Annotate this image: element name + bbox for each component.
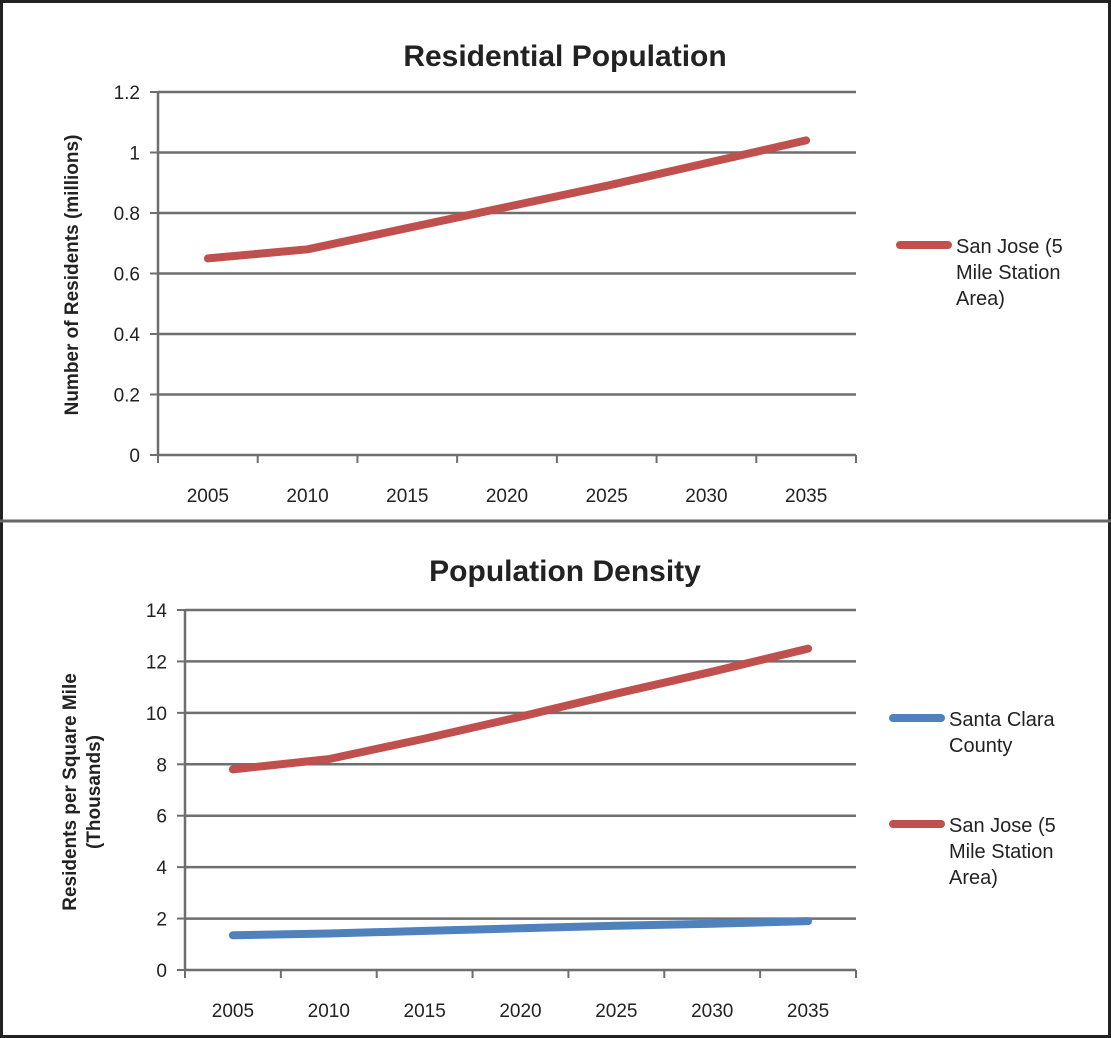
legend-label: San Jose (5 [956, 236, 1063, 258]
x-tick-label: 2035 [787, 1001, 829, 1022]
legend-label: County [949, 735, 1012, 757]
x-tick-label: 2005 [187, 486, 229, 507]
y-tick-label: 8 [156, 755, 167, 776]
y-tick-label: 0.4 [114, 325, 141, 346]
series-line [228, 917, 813, 940]
x-tick-label: 2020 [499, 1001, 541, 1022]
legend: Santa Clara County San Jose (5 Mile Station… [889, 709, 1056, 889]
chart-title: Population Density [429, 555, 701, 588]
y-axis-label: Number of Residents (millions) [62, 135, 83, 416]
y-tick-label: 1.2 [114, 83, 140, 104]
population-density-chart: Population Density Residents per Square … [60, 555, 1056, 1022]
y-tick-label: 0.2 [114, 386, 140, 407]
x-tick-label: 2015 [386, 486, 428, 507]
axes [177, 609, 857, 978]
y-tick-label: 2 [156, 910, 167, 931]
y-tick-label: 0 [129, 446, 140, 467]
series-lines [228, 644, 813, 940]
axes [150, 91, 857, 463]
y-tick-label: 0 [156, 961, 167, 982]
x-tick-label: 2015 [404, 1001, 446, 1022]
series-line [203, 136, 811, 263]
legend-label: Area) [956, 288, 1005, 310]
x-tick-label: 2025 [586, 486, 628, 507]
y-tick-label: 6 [156, 807, 167, 828]
y-tick-label: 0.8 [114, 204, 140, 225]
y-tick-label: 4 [156, 858, 167, 879]
x-tick-label: 2025 [595, 1001, 637, 1022]
legend-label: Mile Station [956, 262, 1061, 284]
x-tick-label: 2020 [486, 486, 528, 507]
y-tick-label: 12 [146, 652, 167, 673]
chart-title: Residential Population [403, 40, 726, 73]
tick-labels: 0 2 4 6 8 10 12 14 2005 2010 2015 2020 2025 2030 2035 [146, 601, 829, 1022]
y-tick-label: 1 [129, 144, 140, 165]
y-tick-label: 14 [146, 601, 168, 622]
x-tick-label: 2030 [685, 486, 727, 507]
series-lines [203, 136, 811, 263]
y-axis-label-line-1: Residents per Square Mile [60, 673, 81, 911]
legend-label: Area) [949, 867, 998, 889]
x-tick-label: 2005 [212, 1001, 254, 1022]
legend: San Jose (5 Mile Station Area) [896, 236, 1063, 310]
y-tick-label: 10 [146, 704, 167, 725]
x-tick-label: 2010 [286, 486, 328, 507]
legend-label: Santa Clara [949, 709, 1055, 731]
y-axis-label-line-2: (Thousands) [84, 735, 105, 849]
x-tick-label: 2035 [785, 486, 827, 507]
y-tick-label: 0.6 [114, 265, 140, 286]
legend-label: Mile Station [949, 841, 1054, 863]
legend-label: San Jose (5 [949, 815, 1056, 837]
x-tick-label: 2010 [308, 1001, 350, 1022]
series-line [228, 644, 813, 774]
tick-labels: 0 0.2 0.4 0.6 0.8 1 1.2 2005 2010 2015 2020 2025 203… [114, 83, 828, 507]
x-tick-label: 2030 [691, 1001, 733, 1022]
residential-population-chart: Residential Population Number of Residen… [62, 40, 1063, 507]
